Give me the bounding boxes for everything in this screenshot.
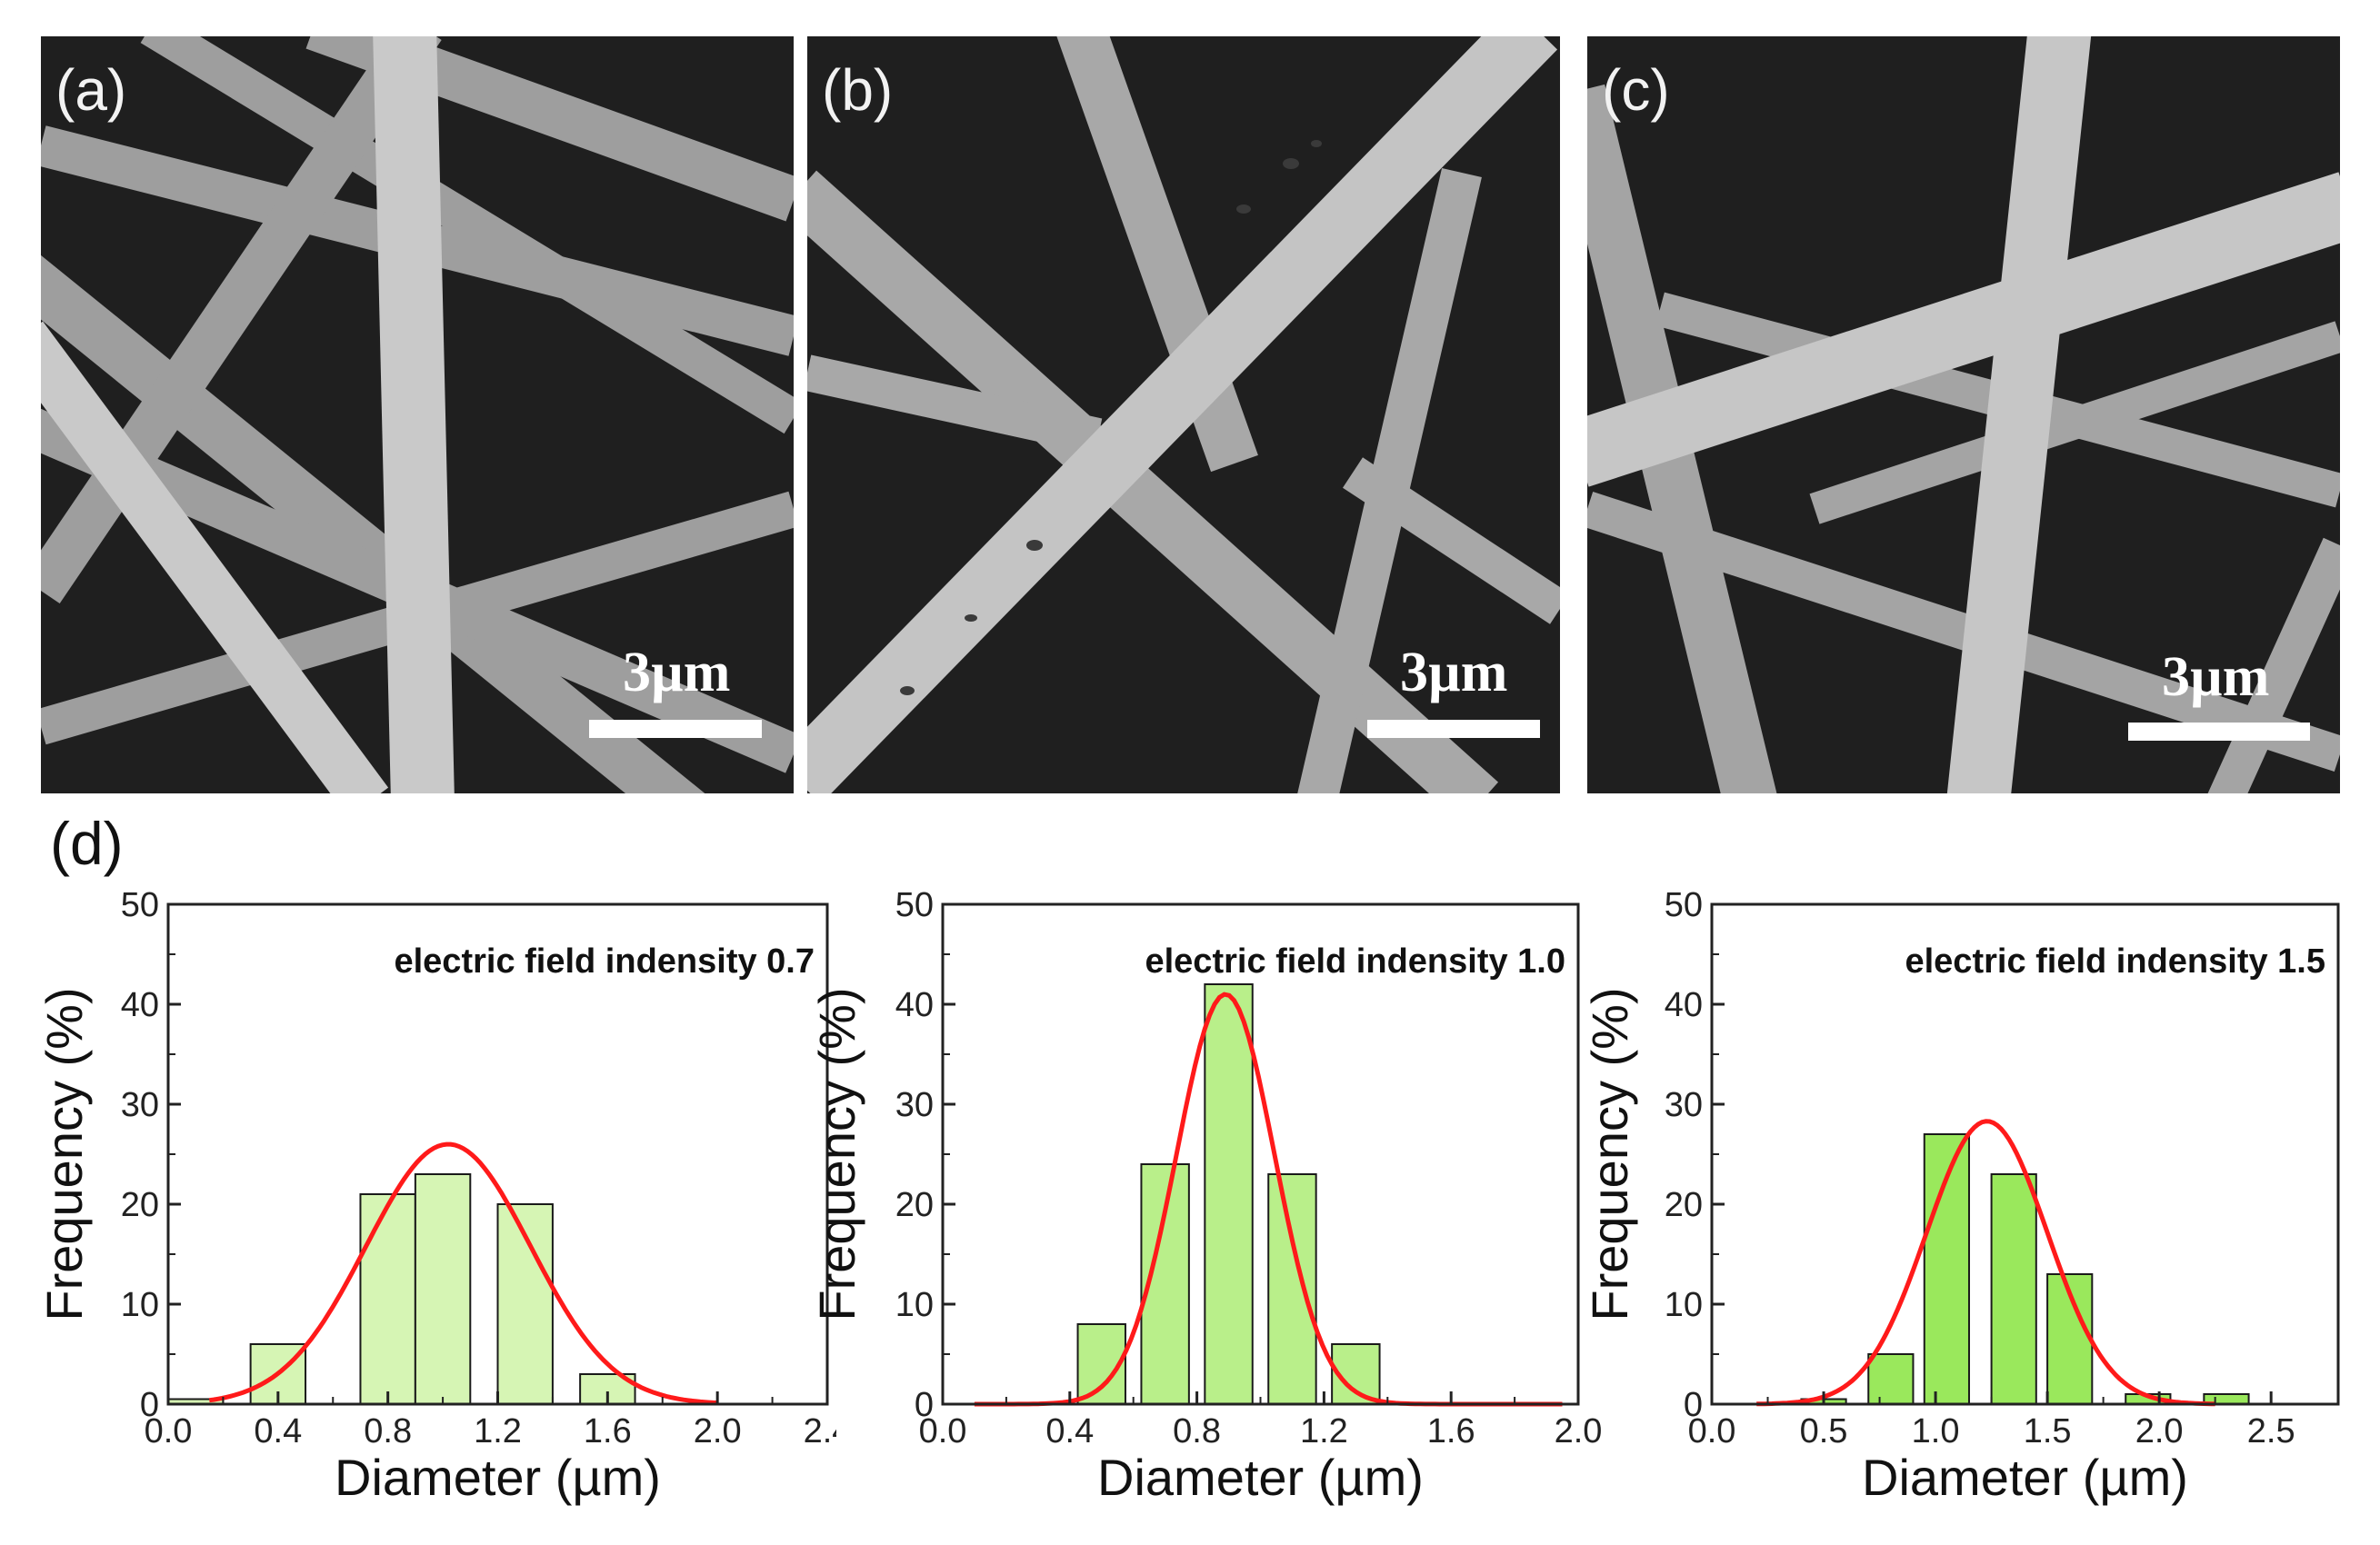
x-tick-label: 1.6 (584, 1412, 632, 1450)
x-tick-label: 0.8 (1173, 1412, 1221, 1450)
y-tick-label: 10 (1665, 1286, 1703, 1324)
panel-label-d: (d) (50, 810, 124, 877)
histogram-bar (359, 1193, 416, 1405)
gaussian-fit-curve (208, 1141, 718, 1406)
y-tick-label: 0 (140, 1386, 159, 1424)
x-axis-label: Diameter (µm) (1097, 1449, 1424, 1506)
x-tick-label: 0.4 (1045, 1412, 1094, 1450)
histogram-bar (1204, 983, 1254, 1405)
scale-bar-a (589, 720, 762, 738)
y-tick-label: 50 (121, 886, 159, 924)
y-tick-label: 30 (1665, 1086, 1703, 1124)
chart-title: electric field indensity 0.7 (394, 942, 815, 981)
x-tick-label: 0.5 (1800, 1412, 1848, 1450)
x-tick-label: 0.8 (364, 1412, 412, 1450)
histogram-chart-b: 0.0 0.4 0.8 1.2 1.6 2.0 0 10 20 30 40 50 electric fi… (809, 886, 1603, 1506)
y-axis-label: Frequency (%) (36, 987, 93, 1321)
chart-title: electric field indensity 1.0 (1145, 942, 1565, 981)
histogram-bar (1267, 1173, 1317, 1405)
histogram-chart-c: 0.0 0.5 1.0 1.5 2.0 2.5 0 10 20 30 40 50 electric fi… (1582, 886, 2340, 1506)
y-tick-label: 50 (895, 886, 934, 924)
y-tick-label: 10 (895, 1286, 934, 1324)
sem-panel-b: (b) 3µm (807, 36, 1560, 793)
x-tick-label: 0.0 (919, 1412, 967, 1450)
y-axis-label: Frequency (%) (1582, 987, 1638, 1321)
y-axis-label: Frequency (%) (809, 987, 865, 1321)
x-tick-label: 2.4 (804, 1412, 836, 1450)
scale-text-c: 3µm (2162, 646, 2270, 708)
histogram-bar (1990, 1173, 2037, 1405)
x-tick-label: 0.0 (145, 1412, 193, 1450)
x-tick-label: 1.0 (1912, 1412, 1960, 1450)
scale-text-a: 3µm (623, 642, 731, 703)
panel-label-b: (b) (822, 57, 894, 123)
sem-panel-a: (a) 3µm (41, 36, 794, 793)
x-axis-label: Diameter (µm) (335, 1449, 661, 1506)
x-tick-label: 1.2 (474, 1412, 522, 1450)
y-tick-label: 20 (121, 1186, 159, 1224)
y-tick-label: 0 (915, 1386, 934, 1424)
x-tick-label: 0.0 (1688, 1412, 1736, 1450)
y-tick-label: 50 (1665, 886, 1703, 924)
y-tick-label: 30 (121, 1086, 159, 1124)
x-tick-label: 2.5 (2247, 1412, 2295, 1450)
sem-fibers-c (1587, 36, 2340, 793)
x-tick-label: 2.0 (2135, 1412, 2184, 1450)
x-tick-label: 1.6 (1427, 1412, 1475, 1450)
gaussian-fit-curve (1756, 1119, 2215, 1407)
y-tick-label: 40 (121, 986, 159, 1024)
x-tick-label: 1.5 (2024, 1412, 2072, 1450)
scale-text-b: 3µm (1400, 642, 1508, 703)
panel-label-c: (c) (1602, 57, 1670, 123)
sem-panel-c: (c) 3µm (1587, 36, 2340, 793)
panel-label-a: (a) (55, 57, 127, 123)
scale-bar-b (1367, 720, 1540, 738)
y-tick-label: 40 (1665, 986, 1703, 1024)
x-tick-label: 0.4 (254, 1412, 302, 1450)
y-tick-label: 10 (121, 1286, 159, 1324)
y-tick-label: 20 (1665, 1186, 1703, 1224)
histogram-bar (1867, 1353, 1915, 1405)
x-tick-label: 1.2 (1300, 1412, 1348, 1450)
x-axis-label: Diameter (µm) (1862, 1449, 2188, 1506)
histogram-bar (414, 1173, 472, 1405)
x-tick-label: 2.0 (1555, 1412, 1603, 1450)
y-tick-label: 40 (895, 986, 934, 1024)
histogram-chart-a: 0.0 0.4 0.8 1.2 1.6 2.0 2.4 0 10 20 30 40 50 electric… (36, 886, 836, 1506)
sem-fibers-b (807, 36, 1560, 793)
fiber-pores-b (900, 140, 1322, 695)
y-tick-label: 20 (895, 1186, 934, 1224)
chart-title: electric field indensity 1.5 (1905, 942, 2325, 981)
scale-bar-c (2128, 723, 2310, 741)
x-tick-label: 2.0 (694, 1412, 742, 1450)
sem-fibers-a (41, 36, 794, 793)
y-tick-label: 30 (895, 1086, 934, 1124)
y-tick-label: 0 (1684, 1386, 1703, 1424)
